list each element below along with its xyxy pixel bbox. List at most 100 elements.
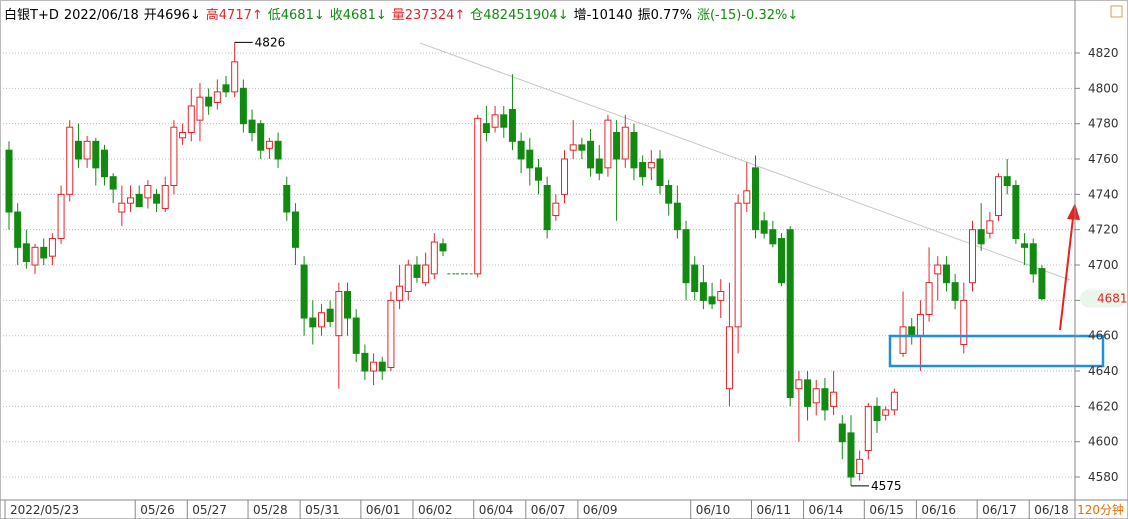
candle-body <box>621 126 629 160</box>
candle-body <box>561 158 569 195</box>
candle-body <box>1021 243 1029 248</box>
candle-body <box>14 211 22 248</box>
candle-body <box>534 167 542 181</box>
corner-icon[interactable] <box>1110 5 1123 18</box>
y-tick-label: 4660 <box>1088 329 1119 343</box>
candle-body <box>908 326 916 337</box>
candle-body <box>508 109 516 142</box>
header-item: 开4696↓ <box>144 8 201 23</box>
header-item: 仓482451904↓ <box>470 8 568 23</box>
candle-body <box>743 190 751 204</box>
candle-body <box>682 229 690 284</box>
candle-body <box>899 326 907 354</box>
candle-body <box>430 241 438 275</box>
candle-body <box>812 388 820 404</box>
x-tick-label: 06/01 <box>366 503 401 517</box>
candle-body <box>205 96 213 107</box>
candle-body <box>5 149 13 213</box>
candle-body <box>725 326 733 390</box>
candle-body <box>951 282 959 301</box>
candle-body <box>821 388 829 411</box>
candle-body <box>361 352 369 372</box>
candle-body <box>864 405 872 452</box>
candle-body <box>995 176 1003 217</box>
candle-body <box>370 361 378 372</box>
candle-body <box>977 229 985 245</box>
y-tick-label: 4760 <box>1088 152 1119 166</box>
candle-body <box>630 132 638 169</box>
header-item: 低4681↓ <box>268 8 325 23</box>
candle-body <box>769 229 777 245</box>
candle-body <box>786 229 794 399</box>
x-tick-label: 05/26 <box>140 503 175 517</box>
candle-body <box>491 114 499 128</box>
candle-body <box>300 264 308 319</box>
arrow-head <box>1067 203 1080 220</box>
candle-body <box>135 193 143 208</box>
candle-body <box>239 87 247 125</box>
candle-body <box>968 229 976 284</box>
candle-body <box>317 312 325 328</box>
x-tick-label: 05/31 <box>305 503 340 517</box>
candle-body <box>153 193 161 204</box>
y-tick-label: 4780 <box>1088 117 1119 131</box>
arrow-shaft <box>1059 217 1074 331</box>
candle-body <box>335 291 343 337</box>
header-item: 收4681↓ <box>330 8 387 23</box>
candle-body <box>751 167 759 231</box>
candle-body <box>40 246 48 259</box>
candle-body <box>838 423 846 443</box>
candle-body <box>1003 176 1011 187</box>
candle-body <box>222 84 230 93</box>
candle-body <box>161 185 169 209</box>
y-tick-label: 4800 <box>1088 81 1119 95</box>
x-tick-label: 2022/05/23 <box>10 503 79 517</box>
x-tick-label: 06/10 <box>696 503 731 517</box>
candle-body <box>830 391 838 407</box>
candle-body <box>144 185 152 199</box>
candle-body <box>265 140 273 149</box>
candle-body <box>552 202 560 217</box>
highlight-box <box>888 334 1105 368</box>
candle-body <box>500 114 508 128</box>
candle-body <box>100 149 108 178</box>
candle-body <box>778 238 786 284</box>
candle-body <box>1012 185 1020 240</box>
header-item: 振0.77% <box>638 8 692 23</box>
x-tick-label: 06/16 <box>921 503 956 517</box>
period-label: 120分钟 <box>1077 502 1124 517</box>
y-tick-label: 4820 <box>1088 46 1119 60</box>
candle-body <box>673 202 681 231</box>
candle-body <box>22 243 30 262</box>
candle-body <box>118 202 126 213</box>
candle-body <box>248 119 256 134</box>
header-item: 高4717↑ <box>206 7 263 23</box>
x-tick-label: 06/14 <box>809 503 844 517</box>
x-tick-label: 06/15 <box>869 503 904 517</box>
candle-body <box>309 317 317 328</box>
candle-body <box>127 197 135 204</box>
candle-body <box>699 282 707 301</box>
candle-body <box>170 126 178 187</box>
min-label: 4575 <box>871 479 902 493</box>
y-tick-label: 4740 <box>1088 187 1119 201</box>
candle-body <box>291 211 299 248</box>
candle-body <box>74 140 82 160</box>
header-item: 增-10140 <box>574 8 633 23</box>
last-price-label: 4681 <box>1097 292 1128 306</box>
candle-body <box>873 405 881 421</box>
trend-line <box>419 42 1071 281</box>
candle-body <box>604 119 612 169</box>
header-item: 2022/06/18 <box>64 8 139 23</box>
y-tick-label: 4720 <box>1088 223 1119 237</box>
y-tick-label: 4620 <box>1088 399 1119 413</box>
header-item: 涨(-15)-0.32%↓ <box>697 8 798 23</box>
candle-body <box>517 140 525 160</box>
x-tick-label: 05/28 <box>253 503 288 517</box>
candle-body <box>916 313 924 337</box>
candle-body <box>404 264 412 293</box>
last-price-tag <box>1080 289 1126 308</box>
header: 白银T+D 2022/06/18 开4696↓ 高4717↑ 低4681↓ 收4681↓ 量… <box>4 7 798 23</box>
